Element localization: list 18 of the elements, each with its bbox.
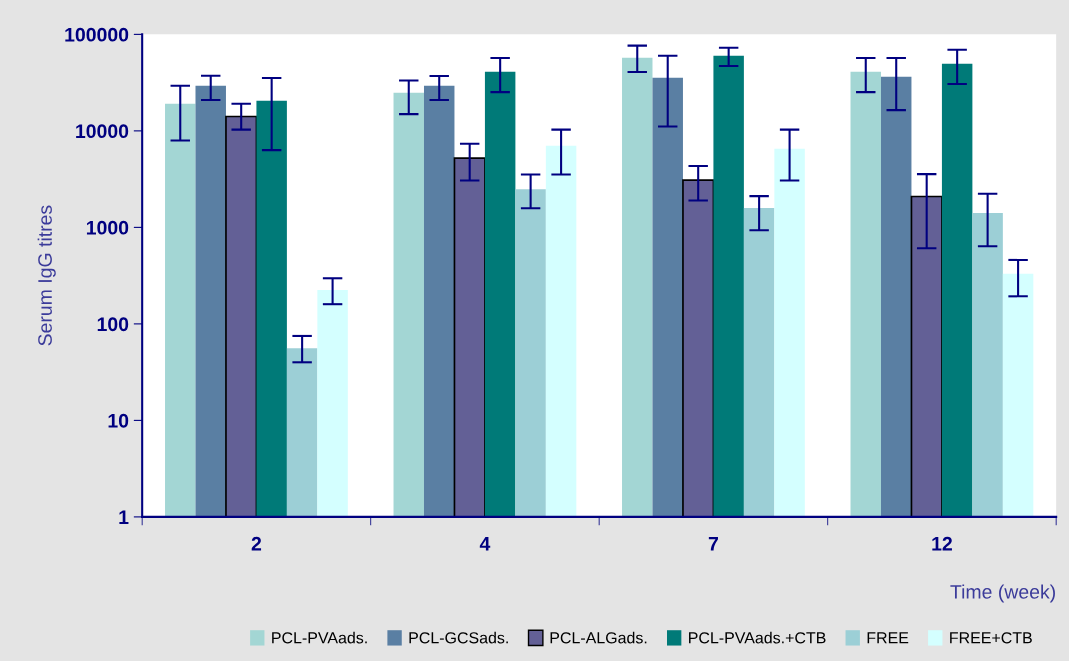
x-tick-label: 12 [932,536,952,551]
legend-label: FREE+CTB [950,632,1032,644]
legend-label: PCL-GCSads. [409,631,508,644]
legend-label: PCL-PVAads.+CTB [689,631,826,644]
legend-label: FREE [867,632,909,644]
y-tick-label: 100000 [65,27,129,42]
y-tick-label: 100 [97,317,129,332]
y-axis-title: Serum IgG titres [37,205,56,346]
y-tick-label: 10 [108,413,129,428]
y-tick-label: 10000 [76,124,129,139]
x-tick-label: 7 [708,537,718,551]
x-tick-label: 4 [479,537,491,551]
x-tick-label: 2 [251,536,262,551]
y-tick-label: 1000 [86,220,129,235]
legend-label: PCL-PVAads. [272,631,367,644]
legend-label: PCL-ALGads. [550,631,647,644]
y-tick-label: 1 [119,510,129,524]
x-axis-title: Time (week) [950,584,1055,603]
